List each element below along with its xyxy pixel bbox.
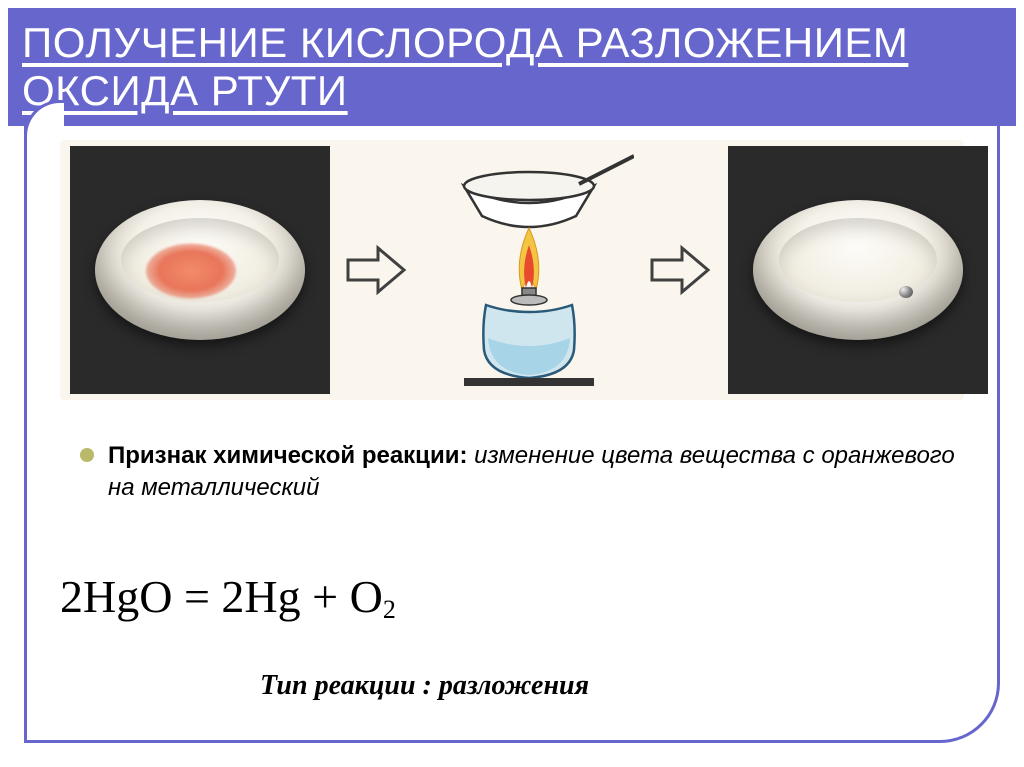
chemical-equation: 2HgO = 2Hg + O2: [60, 570, 396, 623]
photo-before: [70, 146, 330, 394]
arrow-right-icon: [346, 244, 408, 296]
arrow-right-icon: [650, 244, 712, 296]
slide: ПОЛУЧЕНИЕ КИСЛОРОДА РАЗЛОЖЕНИЕМ ОКСИДА Р…: [0, 0, 1024, 767]
diagram-row: [60, 140, 964, 400]
heating-diagram: [424, 146, 634, 394]
reaction-type-label: Тип реакции : разложения: [260, 670, 589, 702]
crucible-before: [95, 200, 305, 340]
title-bar: ПОЛУЧЕНИЕ КИСЛОРОДА РАЗЛОЖЕНИЕМ ОКСИДА Р…: [8, 8, 1016, 126]
reaction-sign-text: Признак химической реакции: изменение цв…: [108, 440, 964, 505]
slide-title: ПОЛУЧЕНИЕ КИСЛОРОДА РАЗЛОЖЕНИЕМ ОКСИДА Р…: [22, 19, 1002, 116]
hgo-powder: [146, 244, 236, 299]
bullet-icon: [80, 448, 94, 462]
mercury-droplet: [899, 286, 913, 298]
arrow-1: [342, 240, 412, 300]
crucible-after: [753, 200, 963, 340]
arrow-2: [646, 240, 716, 300]
bullet-point: Признак химической реакции: изменение цв…: [80, 440, 964, 505]
photo-after: [728, 146, 988, 394]
spirit-burner-icon: [424, 150, 634, 390]
